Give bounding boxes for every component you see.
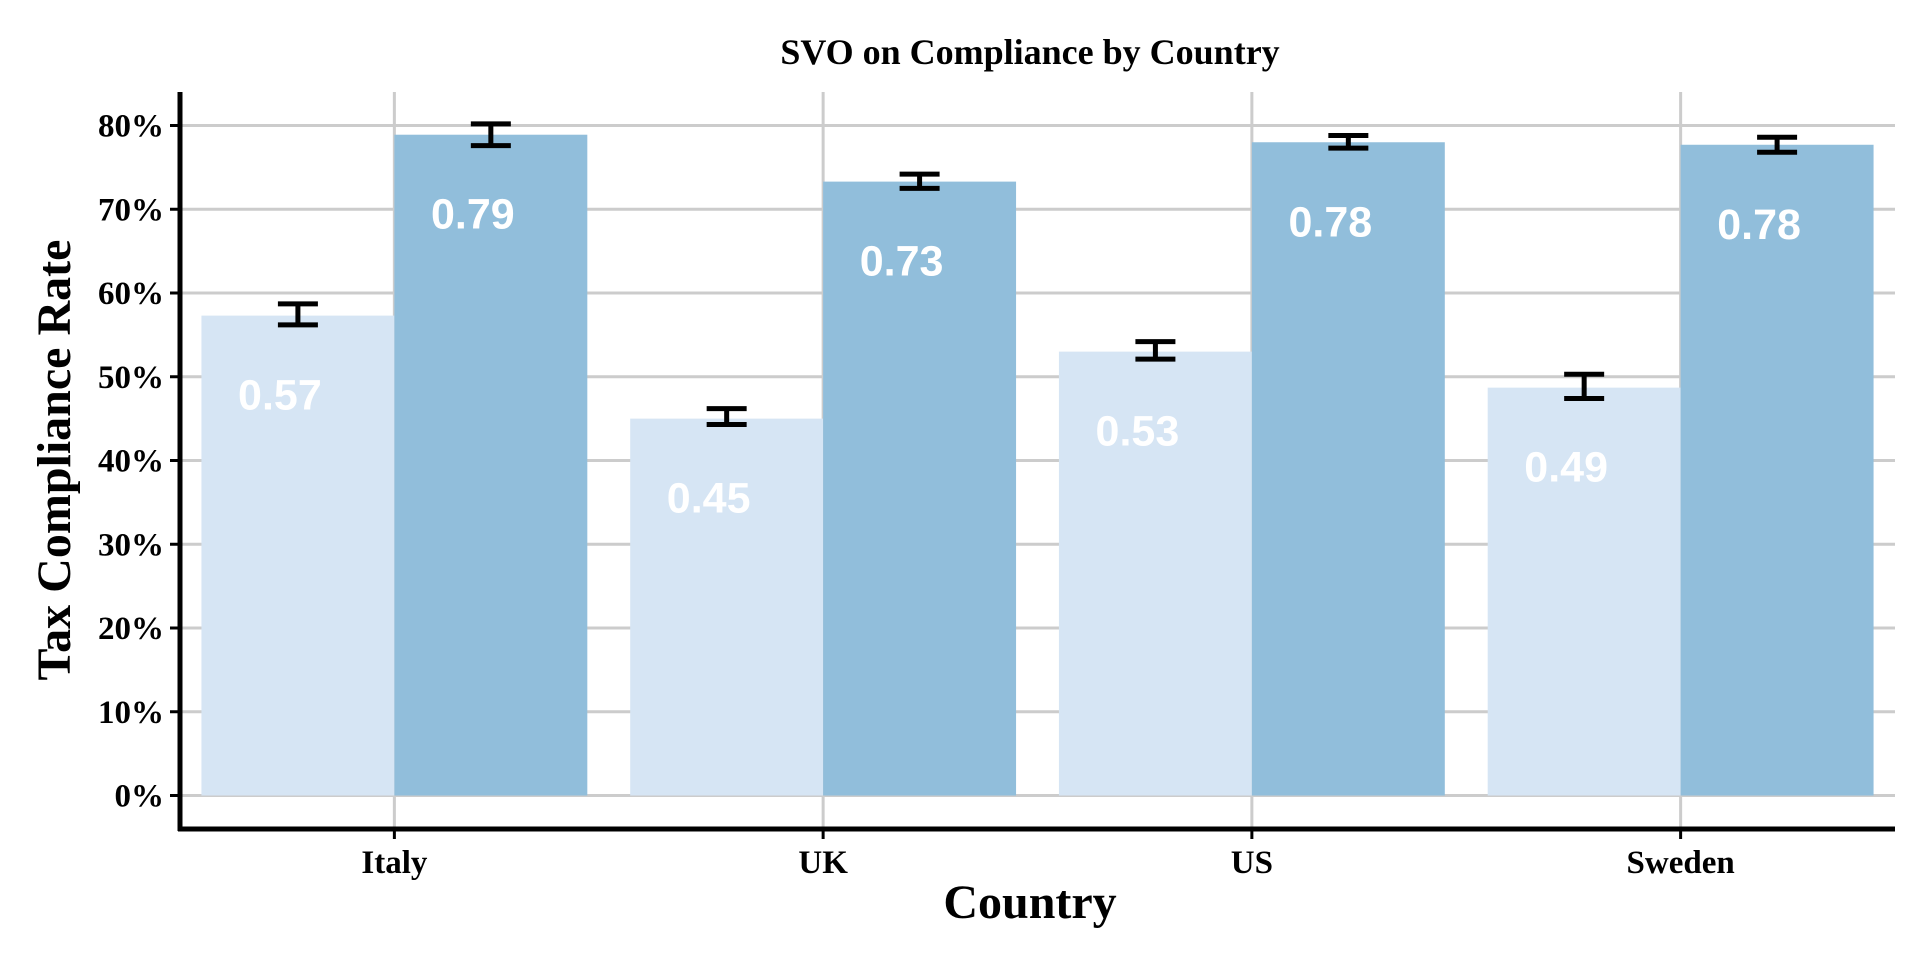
y-tick-label: 0% [115, 779, 165, 815]
data-label: 0.49 [1524, 444, 1608, 492]
y-axis-title: Tax Compliance Rate [28, 240, 81, 681]
y-tick-label: 80% [98, 109, 164, 145]
y-tick-label: 10% [98, 695, 164, 731]
data-label: 0.73 [860, 238, 944, 286]
x-tick-label: Sweden [1627, 845, 1735, 881]
x-tick-label: UK [798, 845, 848, 881]
bar [201, 315, 395, 796]
x-tick-label: US [1231, 845, 1273, 881]
y-tick-label: 50% [98, 360, 164, 396]
bar [1487, 387, 1681, 796]
y-tick-label: 70% [98, 192, 164, 228]
y-tick-label: 20% [98, 611, 164, 647]
bar [1251, 142, 1445, 796]
data-label: 0.79 [431, 191, 515, 239]
data-label: 0.45 [667, 475, 751, 523]
data-label: 0.78 [1288, 198, 1372, 246]
data-labels: 0.57 0.45 0.53 0.49 0.79 0.73 0.78 0.78 [238, 191, 1801, 523]
bar [823, 181, 1017, 796]
bar [1058, 351, 1252, 796]
bar [630, 418, 824, 796]
y-tick-label: 30% [98, 527, 164, 563]
x-axis-title: Country [943, 876, 1116, 929]
bar [394, 134, 588, 796]
axes: 0% 10% 20% 30% 40% 50% 60% 70% 80% Italy UK US Swede… [98, 92, 1895, 881]
bars [201, 134, 1874, 796]
x-tick-label: Italy [361, 845, 428, 881]
y-tick-label: 40% [98, 444, 164, 480]
chart-title: SVO on Compliance by Country [780, 32, 1279, 72]
y-tick-label: 60% [98, 276, 164, 312]
data-label: 0.57 [238, 372, 322, 420]
data-label: 0.78 [1717, 201, 1801, 249]
data-label: 0.53 [1096, 408, 1180, 456]
bar [1680, 144, 1874, 796]
error-bars [277, 121, 1798, 427]
